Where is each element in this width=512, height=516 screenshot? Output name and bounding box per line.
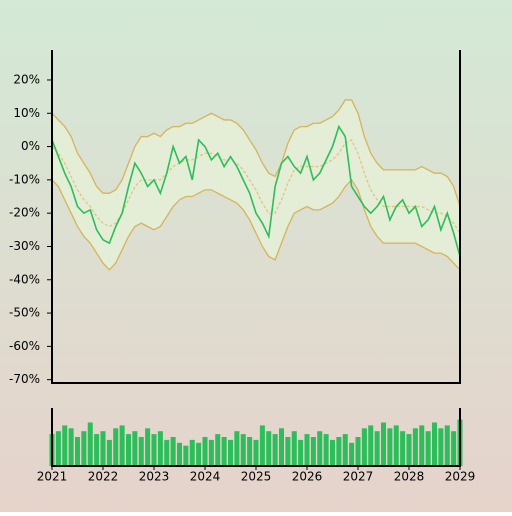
volume-bar: [368, 425, 374, 466]
volume-bar: [145, 428, 151, 466]
x-tick-label: 2025: [241, 470, 272, 484]
band-fill: [52, 99, 460, 270]
volume-bar: [304, 434, 310, 466]
volume-bar: [240, 434, 246, 466]
series-line: [51, 178, 461, 271]
volume-bar: [412, 428, 418, 466]
volume-bar: [176, 442, 183, 466]
y-tick-label: -50%: [9, 306, 40, 320]
volume-bar: [349, 442, 355, 466]
x-tick-label: 2026: [292, 470, 323, 484]
volume-bar: [170, 437, 176, 466]
x-tick-label: 2021: [37, 470, 68, 484]
volume-bar: [74, 437, 81, 466]
y-tick-label: 20%: [13, 72, 40, 86]
volume-bar: [227, 439, 234, 466]
volume-bar: [132, 431, 138, 466]
volume-bar: [393, 425, 399, 466]
x-tick-label: 2024: [190, 470, 221, 484]
volume-bar: [157, 431, 163, 466]
volume-bar: [336, 437, 342, 466]
y-tick-label: -70%: [9, 372, 40, 386]
volume-bar: [451, 431, 457, 466]
volume-bar: [444, 425, 450, 466]
volume-bar: [278, 428, 285, 466]
y-tick-label: -20%: [9, 206, 40, 220]
volume-bar: [374, 431, 380, 466]
x-tick-label: 2027: [343, 470, 374, 484]
volume-bar: [329, 439, 336, 466]
volume-bar: [151, 434, 157, 466]
series-line: [51, 124, 461, 257]
x-tick-label: 2029: [445, 470, 476, 484]
volume-bar: [438, 428, 444, 466]
y-tick-label: 0%: [21, 139, 40, 153]
volume-bar: [406, 434, 412, 466]
volume-bar: [355, 437, 361, 466]
volume-bar: [419, 425, 425, 466]
y-tick-label: -40%: [9, 272, 40, 286]
volume-bar: [106, 439, 112, 466]
volume-bar: [317, 431, 323, 466]
volume-bar: [138, 437, 144, 466]
volume-bar: [272, 434, 278, 466]
volume-bar: [234, 431, 240, 466]
volume-bar: [387, 428, 393, 466]
volume-bar: [119, 425, 125, 466]
volume-bar: [431, 422, 438, 466]
volume-bar: [266, 431, 272, 466]
volume-bar: [310, 437, 316, 466]
x-tick-label: 2023: [139, 470, 170, 484]
volume-bar: [87, 422, 93, 466]
volume-bar: [291, 431, 297, 466]
series-line: [51, 99, 461, 207]
y-tick-label: -60%: [9, 339, 40, 353]
x-tick-label: 2028: [394, 470, 425, 484]
volume-bar: [113, 428, 119, 466]
volume-bar: [380, 422, 387, 466]
volume-bar: [259, 425, 265, 466]
volume-bar: [94, 434, 100, 466]
volume-bar: [425, 431, 431, 466]
volume-bar: [196, 442, 202, 466]
volume-bar: [202, 437, 208, 466]
volume-bar: [215, 434, 221, 466]
volume-bar: [298, 439, 304, 466]
volume-bar: [68, 428, 74, 466]
volume-bar: [164, 439, 170, 466]
volume-bar: [285, 437, 291, 466]
y-tick-label: 10%: [13, 106, 40, 120]
volume-bar: [62, 425, 68, 466]
y-tick-label: -30%: [9, 239, 40, 253]
volume-bar: [361, 428, 367, 466]
x-tick-label: 2022: [88, 470, 119, 484]
volume-bar: [247, 437, 253, 466]
volume-bar: [221, 437, 227, 466]
y-tick-label: -10%: [9, 172, 40, 186]
volume-bar: [55, 431, 61, 466]
volume-bar: [208, 439, 214, 466]
volume-bar: [125, 434, 132, 466]
volume-bar: [100, 431, 106, 466]
volume-bar: [81, 431, 87, 466]
volume-bar: [342, 434, 348, 466]
volume-bar: [183, 445, 189, 466]
volume-bar: [400, 431, 406, 466]
volume-bar: [323, 434, 329, 466]
volume-bar: [189, 439, 195, 466]
volume-bar: [253, 439, 259, 466]
